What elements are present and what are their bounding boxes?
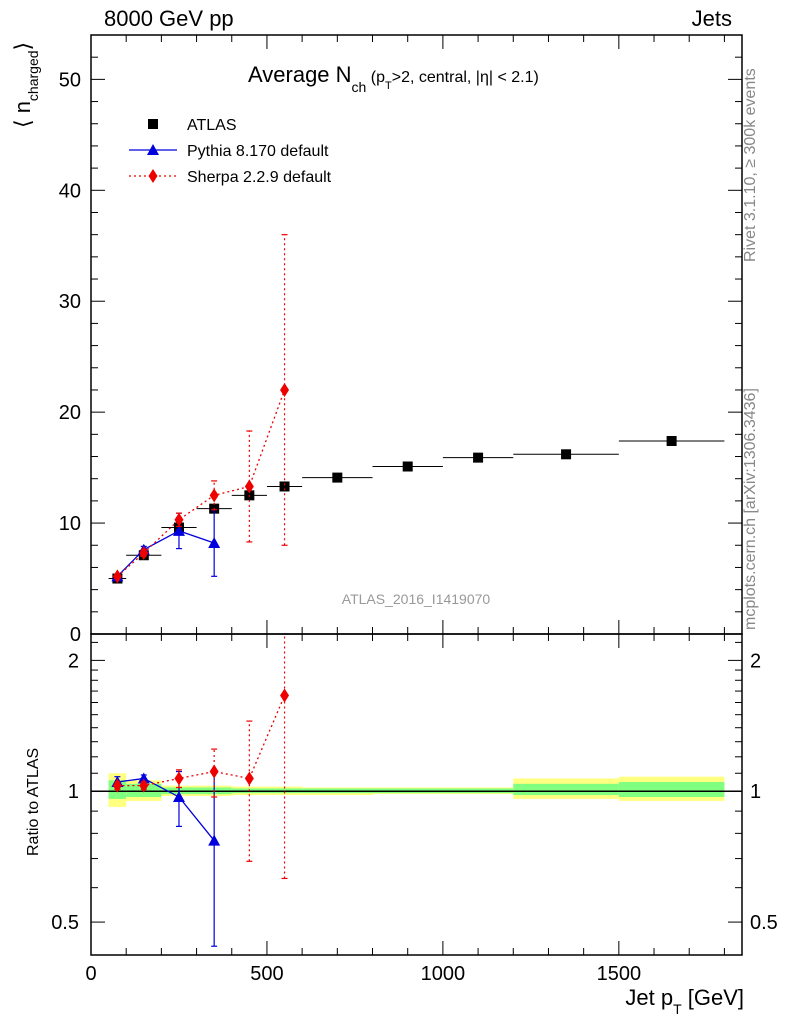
main-triangle-series-line bbox=[116, 530, 215, 577]
main-square-point bbox=[666, 435, 677, 446]
main-square-point bbox=[473, 452, 484, 463]
x-tick-label: 1000 bbox=[421, 963, 466, 985]
main-diamond-point bbox=[280, 382, 290, 397]
main-diamond-point bbox=[174, 512, 184, 527]
ratio-y-tick-label-right: 1 bbox=[750, 781, 761, 803]
header-category-label: Jets bbox=[691, 6, 732, 31]
main-diamond-point bbox=[139, 546, 149, 561]
x-axis-label: Jet pT [GeV] bbox=[625, 985, 744, 1017]
header-process-label: 8000 GeV pp bbox=[104, 6, 234, 31]
legend-label: ATLAS bbox=[187, 117, 237, 134]
ratio-diamond-point bbox=[280, 688, 290, 703]
ratio-plot-frame bbox=[90, 633, 743, 956]
ratio-diamond-series-line bbox=[117, 695, 286, 787]
ratio-y-axis-label: Ratio to ATLAS bbox=[25, 748, 42, 856]
ratio-triangle-point bbox=[208, 834, 221, 846]
main-diamond-point bbox=[112, 569, 122, 584]
legend-marker bbox=[148, 119, 158, 129]
main-y-axis-label: ⟨ ncharged⟩ bbox=[10, 42, 41, 128]
main-square-point bbox=[402, 461, 413, 472]
ratio-diamond-point bbox=[209, 764, 219, 779]
ratio-y-tick-label: 0.5 bbox=[51, 912, 79, 934]
main-diamond-series-line bbox=[116, 389, 286, 577]
main-diamond-point bbox=[209, 488, 219, 503]
x-tick-label: 500 bbox=[250, 963, 283, 985]
main-diamond-point bbox=[244, 479, 254, 494]
main-square-point bbox=[279, 481, 290, 492]
legend-marker bbox=[147, 144, 159, 155]
main-title: Average Nch (pT>2, central, |η| < 2.1) bbox=[248, 62, 539, 95]
ratio-band-inner bbox=[513, 783, 619, 796]
main-y-tick-label: 10 bbox=[59, 513, 81, 535]
analysis-watermark: ATLAS_2016_I1419070 bbox=[342, 591, 491, 607]
main-square-point bbox=[561, 449, 572, 460]
ratio-y-tick-label-right: 0.5 bbox=[750, 912, 778, 934]
ratio-triangle-point bbox=[137, 772, 150, 784]
main-y-tick-label: 20 bbox=[59, 402, 81, 424]
x-tick-label: 0 bbox=[85, 963, 96, 985]
main-y-tick-label: 30 bbox=[59, 291, 81, 313]
x-tick-label: 1500 bbox=[597, 963, 642, 985]
main-y-tick-label: 50 bbox=[59, 69, 81, 91]
ratio-uncertainty-bands bbox=[91, 773, 742, 807]
main-square-point bbox=[332, 472, 343, 483]
ratio-band-inner bbox=[618, 782, 725, 797]
ratio-diamond-point bbox=[139, 778, 149, 793]
main-triangle-point bbox=[208, 537, 221, 549]
legend-label: Pythia 8.170 default bbox=[187, 143, 329, 160]
legend-label: Sherpa 2.2.9 default bbox=[187, 169, 332, 186]
main-y-tick-label: 0 bbox=[70, 624, 81, 646]
ratio-y-tick-label-right: 2 bbox=[750, 650, 761, 672]
ratio-triangle-series-line bbox=[117, 777, 215, 841]
ratio-y-tick-label: 2 bbox=[68, 650, 79, 672]
legend-marker bbox=[148, 169, 158, 183]
ratio-triangle-point bbox=[172, 790, 185, 802]
ratio-diamond-point bbox=[244, 771, 254, 786]
ratio-y-tick-label: 1 bbox=[68, 781, 79, 803]
ratio-diamond-point bbox=[174, 771, 184, 786]
ratio-diamond-point bbox=[112, 778, 122, 793]
main-y-tick-label: 40 bbox=[59, 180, 81, 202]
main-triangle-point bbox=[172, 524, 185, 536]
legend: ATLAS Pythia 8.170 default Sherpa 2.2.9 de… bbox=[129, 117, 332, 186]
